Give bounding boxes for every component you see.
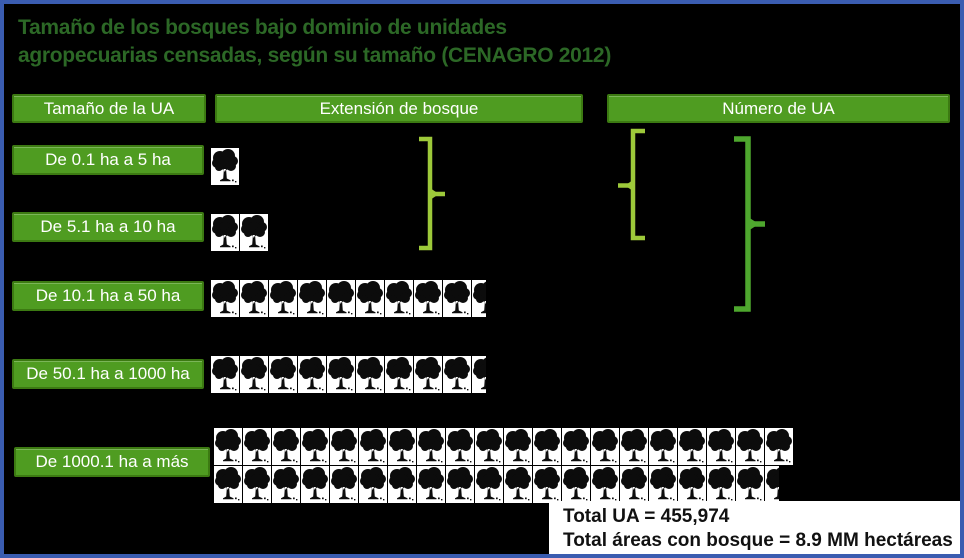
- tree-icon: [417, 428, 445, 465]
- tree-icon: [211, 214, 239, 251]
- row-label-10-50ha: De 10.1 ha a 50 ha: [12, 281, 204, 311]
- tree-pictograph-row-3: [211, 280, 487, 318]
- tree-icon: [414, 280, 442, 317]
- row-label-1000ha-mas: De 1000.1 ha a más: [14, 447, 210, 477]
- tree-icon: [707, 466, 735, 503]
- tree-icon: [240, 356, 268, 393]
- tree-icon: [356, 280, 384, 317]
- tree-pictograph-row-5: [214, 428, 794, 504]
- tree-icon: [214, 428, 242, 465]
- tree-icon: [475, 428, 503, 465]
- tree-icon: [211, 280, 239, 317]
- tree-icon-line: [211, 214, 269, 251]
- tree-icon: [562, 428, 590, 465]
- page-title-line-1: Tamaño de los bosques bajo dominio de un…: [18, 16, 507, 39]
- tree-icon: [301, 466, 329, 503]
- tree-icon: [269, 280, 297, 317]
- tree-icon: [214, 466, 242, 503]
- tree-icon: [301, 428, 329, 465]
- tree-icon: [272, 466, 300, 503]
- tree-icon-line: [214, 428, 794, 465]
- tree-icon: [765, 428, 793, 465]
- tree-icon: [269, 356, 297, 393]
- tree-icon: [385, 356, 413, 393]
- tree-icon-half: [472, 280, 486, 317]
- tree-icon: [591, 428, 619, 465]
- tree-icon: [417, 466, 445, 503]
- tree-pictograph-row-4: [211, 356, 487, 394]
- tree-icon: [243, 428, 271, 465]
- tree-icon: [591, 466, 619, 503]
- tree-icon: [649, 428, 677, 465]
- tree-icon: [211, 356, 239, 393]
- tree-icon: [356, 356, 384, 393]
- tree-icon: [504, 428, 532, 465]
- tree-icon: [443, 356, 471, 393]
- tree-icon: [327, 280, 355, 317]
- brace-ua-count-rows-1-3-close: [734, 136, 765, 312]
- tree-icon: [504, 466, 532, 503]
- brace-ua-count-rows-1-2-open: [618, 128, 645, 241]
- tree-icon: [562, 466, 590, 503]
- tree-icon: [707, 428, 735, 465]
- tree-icon: [649, 466, 677, 503]
- totals-box: Total UA = 455,974 Total áreas con bosqu…: [549, 501, 960, 554]
- tree-icon: [736, 428, 764, 465]
- tree-icon: [330, 428, 358, 465]
- tree-icon: [446, 466, 474, 503]
- tree-icon: [211, 148, 239, 185]
- tree-icon: [678, 466, 706, 503]
- tree-icon: [533, 428, 561, 465]
- tree-icon: [359, 428, 387, 465]
- tree-icon: [359, 466, 387, 503]
- tree-icon: [620, 466, 648, 503]
- tree-icon: [272, 428, 300, 465]
- tree-icon-line: [211, 356, 487, 393]
- tree-icon: [620, 428, 648, 465]
- column-header-ua-size: Tamaño de la UA: [12, 94, 206, 123]
- tree-icon-half: [765, 466, 779, 503]
- tree-icon: [330, 466, 358, 503]
- tree-icon: [678, 428, 706, 465]
- row-label-0-1-5ha: De 0.1 ha a 5 ha: [12, 145, 204, 175]
- total-bosque-text: Total áreas con bosque = 8.9 MM hectárea…: [563, 530, 953, 551]
- tree-icon: [385, 280, 413, 317]
- column-header-forest-extent: Extensión de bosque: [215, 94, 583, 123]
- tree-pictograph-row-1: [211, 148, 240, 186]
- tree-icon: [388, 428, 416, 465]
- tree-icon: [388, 466, 416, 503]
- tree-icon: [414, 356, 442, 393]
- tree-icon: [327, 356, 355, 393]
- tree-icon: [298, 280, 326, 317]
- tree-icon-line: [211, 280, 487, 317]
- tree-icon: [240, 280, 268, 317]
- tree-icon: [736, 466, 764, 503]
- tree-icon: [298, 356, 326, 393]
- tree-icon-line: [211, 148, 240, 185]
- row-label-5-10ha: De 5.1 ha a 10 ha: [12, 212, 204, 242]
- page-title-line-2: agropecuarias censadas, según su tamaño …: [18, 44, 612, 67]
- tree-icon: [533, 466, 561, 503]
- column-header-ua-count: Número de UA: [607, 94, 950, 123]
- tree-pictograph-row-2: [211, 214, 269, 252]
- brace-extension-rows-1-2: [419, 136, 445, 251]
- tree-icon: [243, 466, 271, 503]
- tree-icon: [475, 466, 503, 503]
- tree-icon: [240, 214, 268, 251]
- tree-icon-half: [472, 356, 486, 393]
- row-label-50-1000ha: De 50.1 ha a 1000 ha: [12, 359, 204, 389]
- total-ua-text: Total UA = 455,974: [563, 506, 730, 527]
- tree-icon: [446, 428, 474, 465]
- tree-icon-line: [214, 466, 794, 503]
- tree-icon: [443, 280, 471, 317]
